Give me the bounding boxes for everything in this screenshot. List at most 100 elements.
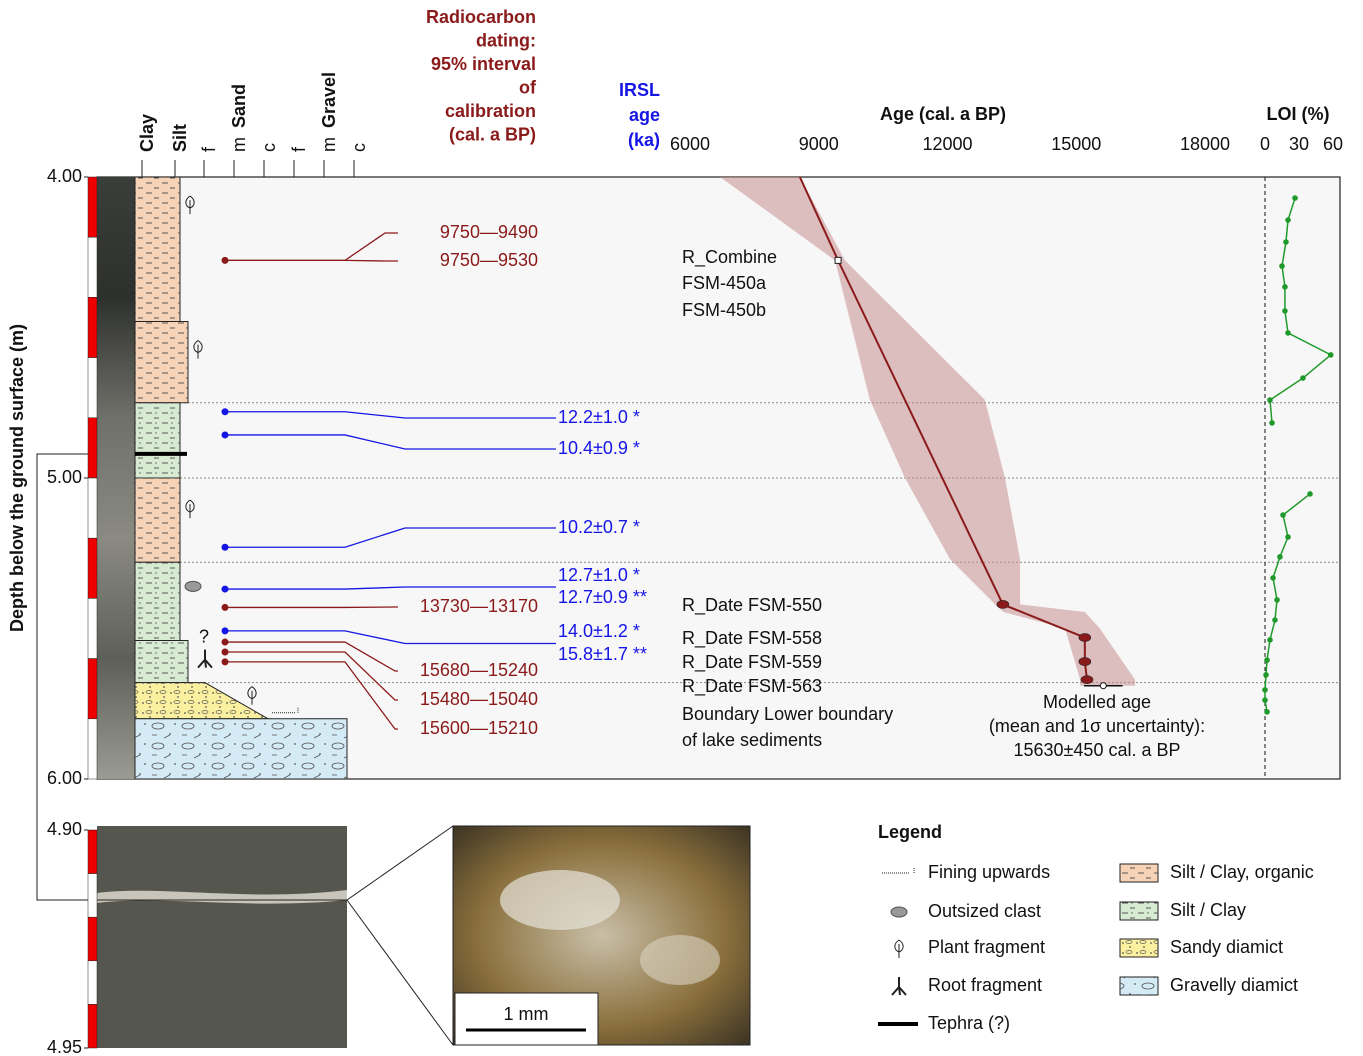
grain-class: m <box>229 137 249 152</box>
detail-scale <box>88 917 97 961</box>
legend-label: Silt / Clay, organic <box>1170 862 1314 882</box>
age-annotation: R_Date FSM-550 <box>682 595 822 616</box>
lithology-pattern <box>135 177 180 321</box>
irsl-title: (ka) <box>628 130 660 150</box>
radiocarbon-title: (cal. a BP) <box>449 124 536 144</box>
age-annotation: R_Date FSM-558 <box>682 628 822 649</box>
loi-point <box>1270 575 1276 581</box>
age-annotation: FSM-450a <box>682 273 767 293</box>
legend-icon <box>891 907 907 917</box>
detail-scale <box>88 874 97 918</box>
core-photo <box>97 177 135 779</box>
depth-scale <box>88 418 97 478</box>
radiocarbon-label: 13730—13170 <box>420 596 538 616</box>
age-annotation: Boundary Lower boundary <box>682 704 893 724</box>
radiocarbon-title: 95% interval <box>431 54 536 74</box>
loi-tick-label: 60 <box>1323 134 1343 154</box>
loi-point <box>1264 657 1270 663</box>
grain-class: c <box>349 143 369 152</box>
loi-point <box>1307 491 1313 497</box>
irsl-label: 12.7±0.9 ** <box>558 587 647 607</box>
x-tick-label: 9000 <box>799 134 839 154</box>
grain-class: f <box>289 146 309 152</box>
legend-label: Fining upwards <box>928 862 1050 882</box>
loi-point <box>1262 687 1268 693</box>
irsl-title: IRSL <box>619 80 660 100</box>
radiocarbon-label: 15600—15210 <box>420 718 538 738</box>
figure: 1 mm Depth below the ground surface (m) … <box>0 0 1363 1056</box>
loi-point <box>1262 697 1268 703</box>
depth-scale <box>88 358 97 418</box>
depth-scale <box>88 478 97 538</box>
scale-label: 1 mm <box>504 1004 549 1024</box>
legend-label: Gravelly diamict <box>1170 975 1298 995</box>
loi-point <box>1279 263 1285 269</box>
age-annotation: FSM-450b <box>682 300 766 320</box>
loi-tick-label: 0 <box>1260 134 1270 154</box>
grain-group: Gravel <box>319 72 339 128</box>
loi-point <box>1292 195 1298 201</box>
lithology-pattern <box>135 321 188 402</box>
legend-label: Root fragment <box>928 975 1042 995</box>
loi-point <box>1300 375 1306 381</box>
loi-point <box>1282 308 1288 314</box>
micro-grain <box>640 935 720 985</box>
loi-point <box>1285 534 1291 540</box>
radiocarbon-leader <box>225 260 398 261</box>
age-axis-title: Age (cal. a BP) <box>880 104 1006 124</box>
boundary-label: Modelled age <box>1043 692 1151 712</box>
detail-scale <box>88 830 97 874</box>
age-annotation: R_Date FSM-563 <box>682 676 822 697</box>
boundary-label: (mean and 1σ uncertainty): <box>989 716 1205 736</box>
loi-point <box>1267 397 1273 403</box>
age-point <box>1079 658 1091 666</box>
lithology-pattern <box>135 562 180 640</box>
legend-icon <box>882 868 914 874</box>
loi-point <box>1277 554 1283 560</box>
radiocarbon-label: 15480—15040 <box>420 689 538 709</box>
loi-point <box>1328 352 1334 358</box>
legend-pattern <box>1120 902 1158 920</box>
grain-class: Silt <box>170 124 190 152</box>
lithology-pattern <box>135 403 180 478</box>
outsized-clast <box>185 581 201 591</box>
radiocarbon-label: 15680—15240 <box>420 660 538 680</box>
irsl-title: age <box>629 105 660 125</box>
loi-point <box>1282 284 1288 290</box>
loi-point <box>1283 239 1289 245</box>
legend-label: Silt / Clay <box>1170 900 1246 920</box>
loi-point <box>1269 420 1275 426</box>
detail-photo <box>97 826 347 1048</box>
radiocarbon-title: calibration <box>445 101 536 121</box>
legend-icon <box>892 977 906 995</box>
lithology-pattern <box>135 478 180 562</box>
detail-tick-label: 4.90 <box>47 819 82 839</box>
radiocarbon-title: Radiocarbon <box>426 7 536 27</box>
legend-label: Tephra (?) <box>928 1013 1010 1033</box>
x-tick-label: 15000 <box>1051 134 1101 154</box>
legend-icon <box>895 940 903 958</box>
boundary-label: 15630±450 cal. a BP <box>1013 740 1180 760</box>
depth-scale <box>88 598 97 658</box>
loi-point <box>1285 217 1291 223</box>
legend-label: Plant fragment <box>928 937 1045 957</box>
legend-title: Legend <box>878 822 942 842</box>
irsl-label: 12.2±1.0 * <box>558 407 640 427</box>
depth-scale <box>88 297 97 357</box>
grain-class: m <box>319 137 339 152</box>
depth-scale <box>88 719 97 779</box>
loi-point <box>1264 709 1270 715</box>
age-point <box>835 257 841 263</box>
legend-pattern <box>1120 977 1158 995</box>
irsl-label: 14.0±1.2 * <box>558 621 640 641</box>
micro-grain <box>500 870 620 930</box>
irsl-label: 10.2±0.7 * <box>558 517 640 537</box>
detail-scale <box>88 961 97 1005</box>
age-annotation: of lake sediments <box>682 730 822 750</box>
depth-scale <box>88 659 97 719</box>
radiocarbon-title: dating: <box>476 30 536 50</box>
loi-tick-label: 30 <box>1289 134 1309 154</box>
grain-class: Clay <box>137 114 157 152</box>
y-axis-title: Depth below the ground surface (m) <box>7 324 27 632</box>
depth-scale <box>88 237 97 297</box>
